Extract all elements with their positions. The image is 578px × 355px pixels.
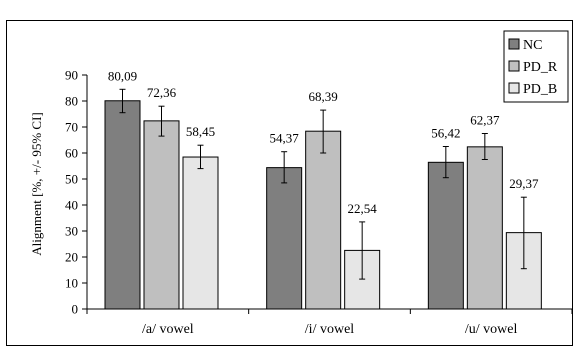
- bar-pd-r: [143, 120, 180, 310]
- data-label: 58,45: [186, 124, 215, 139]
- legend-swatch: [508, 60, 520, 72]
- legend-label: NC: [523, 38, 542, 53]
- bar-nc: [427, 161, 464, 310]
- x-category-label: /a/ vowel: [142, 322, 194, 337]
- x-category-label: /i/ vowel: [305, 322, 354, 337]
- error-bars-layer: [119, 88, 527, 280]
- bar-nc: [104, 100, 141, 310]
- data-label: 80,09: [108, 68, 137, 83]
- legend: NC PD_R PD_B: [503, 30, 569, 103]
- bar-pd-r: [305, 130, 342, 310]
- y-tick-label: 10: [65, 276, 78, 291]
- legend-label: PD_B: [523, 82, 557, 97]
- y-tick-label: 20: [65, 250, 78, 265]
- y-tick-label: 30: [65, 224, 78, 239]
- data-label: 29,37: [509, 176, 539, 191]
- data-label: 68,39: [309, 89, 338, 104]
- data-label: 54,37: [270, 131, 300, 146]
- legend-swatch: [508, 38, 520, 50]
- data-label: 62,37: [470, 113, 500, 128]
- x-category-label: /u/ vowel: [465, 322, 518, 337]
- axes: 0 10 20 30 40 50 60 70 80 90/a/ vowel/i/ vowel/u/…: [65, 68, 573, 337]
- data-label: 22,54: [348, 201, 378, 216]
- y-tick-label: 60: [65, 146, 78, 161]
- legend-label: PD_R: [523, 60, 558, 75]
- data-labels-layer: 80,09 54,37 56,42 72,36 68,39 62,37 58,45 22,54…: [108, 68, 539, 216]
- data-label: 56,42: [431, 126, 460, 141]
- bar-pd-r: [466, 146, 503, 310]
- y-tick-label: 50: [65, 172, 78, 187]
- y-axis-title: Alignment [%, +/- 95% CI]: [29, 112, 44, 255]
- legend-swatch: [508, 82, 520, 94]
- bar-pd-b: [182, 156, 219, 310]
- y-tick-label: 40: [65, 198, 78, 213]
- y-tick-label: 0: [72, 302, 79, 317]
- y-tick-label: 80: [65, 94, 78, 109]
- bars-layer: [104, 100, 542, 310]
- y-tick-label: 90: [65, 68, 78, 83]
- y-tick-label: 70: [65, 120, 78, 135]
- bar-nc: [266, 167, 303, 310]
- data-label: 72,36: [147, 85, 177, 100]
